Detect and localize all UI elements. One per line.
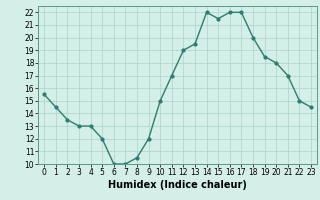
X-axis label: Humidex (Indice chaleur): Humidex (Indice chaleur)	[108, 180, 247, 190]
